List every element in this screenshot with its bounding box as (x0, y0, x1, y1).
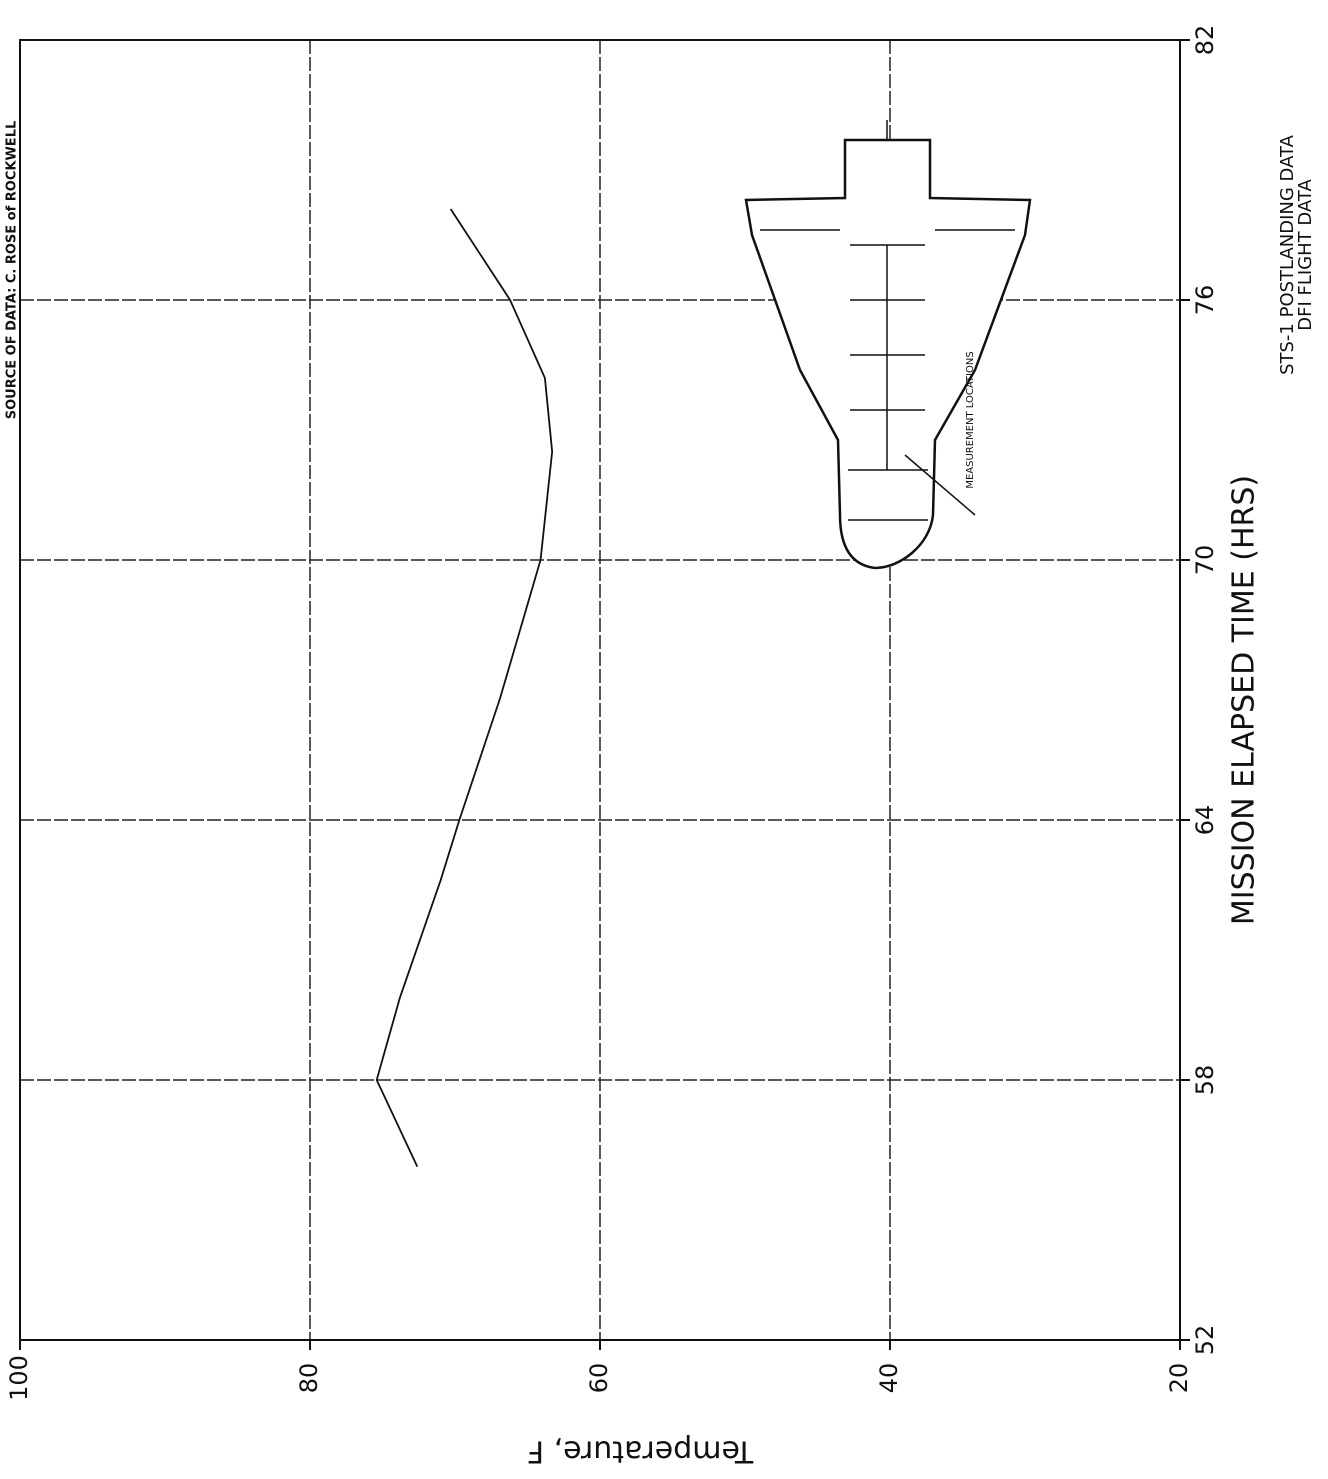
y-tick-label: 20 (1165, 1363, 1193, 1394)
y-tick-label: 40 (875, 1363, 903, 1394)
data-line (375, 208, 554, 1168)
y-axis-label: Temperature, F (527, 1434, 754, 1469)
x-axis-label: MISSION ELAPSED TIME (HRS) (1227, 475, 1262, 925)
source-note: SOURCE OF DATA: C. ROSE of ROCKWELL (5, 121, 20, 420)
x-tick-label: 82 (1191, 25, 1219, 56)
shuttle-detail (760, 120, 1015, 521)
x-tick-label: 52 (1191, 1325, 1219, 1356)
y-tick-label: 100 (5, 1355, 33, 1401)
shuttle-diagram (744, 120, 1032, 570)
x-tick-label: 76 (1191, 285, 1219, 316)
note: STS-1 POSTLANDING DATA (1277, 134, 1298, 375)
x-tick-label: 70 (1191, 545, 1219, 576)
annotation: MEASUREMENT LOCATIONS (965, 351, 976, 488)
shuttle-outline (744, 138, 1032, 570)
note: DFI FLIGHT DATA (1295, 179, 1316, 331)
y-tick-label: 60 (585, 1363, 613, 1394)
y-tick-label: 80 (295, 1363, 323, 1394)
x-tick-label: 58 (1191, 1065, 1219, 1096)
leader-line (904, 454, 976, 516)
x-tick-label: 64 (1191, 805, 1219, 836)
